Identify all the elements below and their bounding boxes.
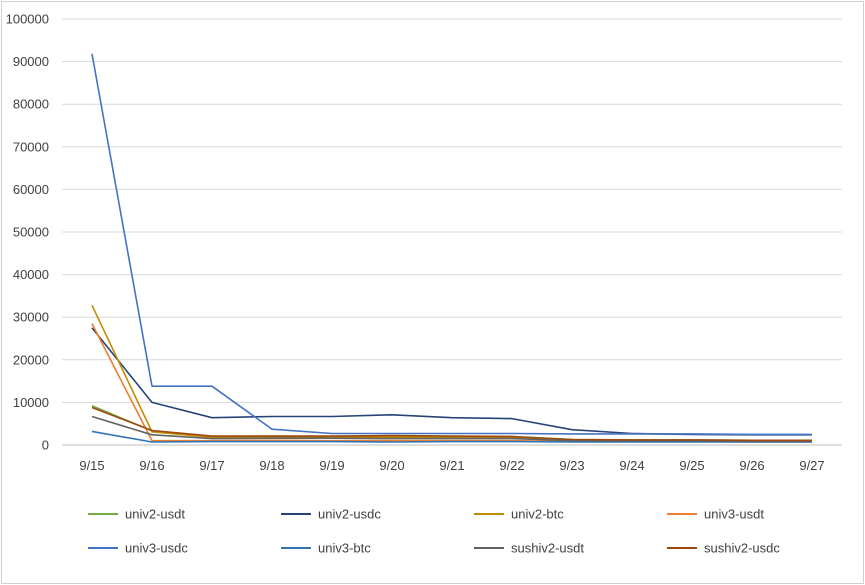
series-lines: [91, 53, 812, 443]
y-axis-ticks: 0 10000 20000 30000 40000 50000 60000 70000 8000…: [6, 12, 49, 453]
legend-label: sushiv2-usdc: [704, 541, 780, 556]
x-tick-label: 9/16: [139, 458, 164, 473]
y-tick-label: 30000: [13, 310, 49, 325]
legend-label: univ3-usdc: [125, 541, 188, 556]
y-tick-label: 20000: [13, 352, 49, 367]
y-tick-label: 90000: [13, 54, 49, 69]
x-tick-label: 9/20: [379, 458, 404, 473]
legend-label: univ3-usdt: [704, 507, 764, 522]
series-line-univ2-usdc: [91, 327, 812, 436]
series-line-univ3-btc: [91, 430, 812, 443]
legend: univ2-usdt univ2-usdc univ2-btc univ3-usdt u…: [88, 507, 780, 556]
y-tick-label: 70000: [13, 139, 49, 154]
x-axis: 9/15 9/16 9/17 9/18 9/19 9/20 9/21 9/22 9/23 9/24…: [62, 444, 842, 473]
x-tick-label: 9/18: [259, 458, 284, 473]
y-tick-label: 50000: [13, 225, 49, 240]
series-line-sushiv2-usdt: [91, 415, 812, 443]
x-tick-label: 9/15: [79, 458, 104, 473]
legend-label: sushiv2-usdt: [511, 541, 584, 556]
y-tick-label: 0: [42, 438, 49, 453]
legend-label: univ2-usdt: [125, 507, 185, 522]
legend-label: univ3-btc: [318, 541, 371, 556]
gridlines: [62, 18, 842, 403]
x-tick-label: 9/23: [559, 458, 584, 473]
y-tick-label: 60000: [13, 182, 49, 197]
series-line-univ3-usdc: [91, 53, 812, 436]
x-tick-label: 9/25: [679, 458, 704, 473]
legend-label: univ2-usdc: [318, 507, 381, 522]
x-tick-label: 9/24: [619, 458, 644, 473]
y-tick-label: 40000: [13, 267, 49, 282]
series-line-sushiv2-usdc: [91, 406, 812, 442]
series-line-univ2-btc: [91, 304, 812, 442]
x-tick-label: 9/17: [199, 458, 224, 473]
y-tick-label: 10000: [13, 395, 49, 410]
y-tick-label: 80000: [13, 97, 49, 112]
x-tick-label: 9/22: [499, 458, 524, 473]
legend-label: univ2-btc: [511, 507, 564, 522]
x-tick-label: 9/19: [319, 458, 344, 473]
x-tick-label: 9/21: [439, 458, 464, 473]
y-tick-label: 100000: [6, 12, 49, 27]
x-tick-label: 9/27: [799, 458, 824, 473]
series-line-univ3-usdt: [91, 323, 812, 443]
x-tick-label: 9/26: [739, 458, 764, 473]
